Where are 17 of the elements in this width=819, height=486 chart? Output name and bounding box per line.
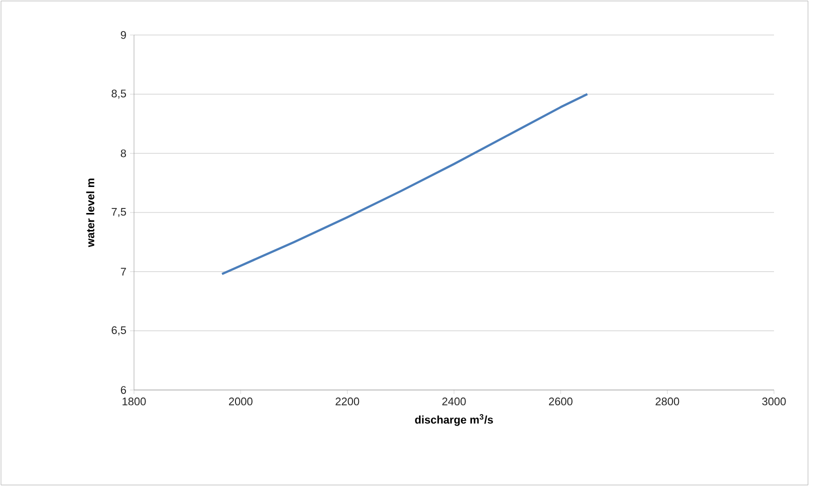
x-tick-label: 2000	[228, 398, 252, 406]
y-axis-title: water level m	[86, 178, 94, 248]
y-tick-label: 6,5	[112, 326, 126, 336]
x-tick-label: 2200	[336, 398, 360, 406]
y-tick-label: 9	[120, 31, 126, 39]
line-series	[220, 93, 588, 276]
y-tick-label: 7	[120, 268, 126, 276]
x-axis-title: discharge m$^{3}$/s	[415, 414, 493, 426]
y-tick-label: 8,5	[112, 90, 126, 99]
y-tick-label: 7,5	[112, 208, 126, 217]
y-tick-label: 6	[120, 386, 126, 394]
x-tick-label: 3000	[762, 398, 786, 406]
y-tick-label: 8	[120, 149, 126, 158]
x-tick-label: 2800	[656, 398, 680, 406]
x-tick-label: 2400	[442, 398, 466, 406]
x-tick-label: 1800	[122, 398, 146, 406]
x-tick-label: 2600	[548, 398, 572, 406]
